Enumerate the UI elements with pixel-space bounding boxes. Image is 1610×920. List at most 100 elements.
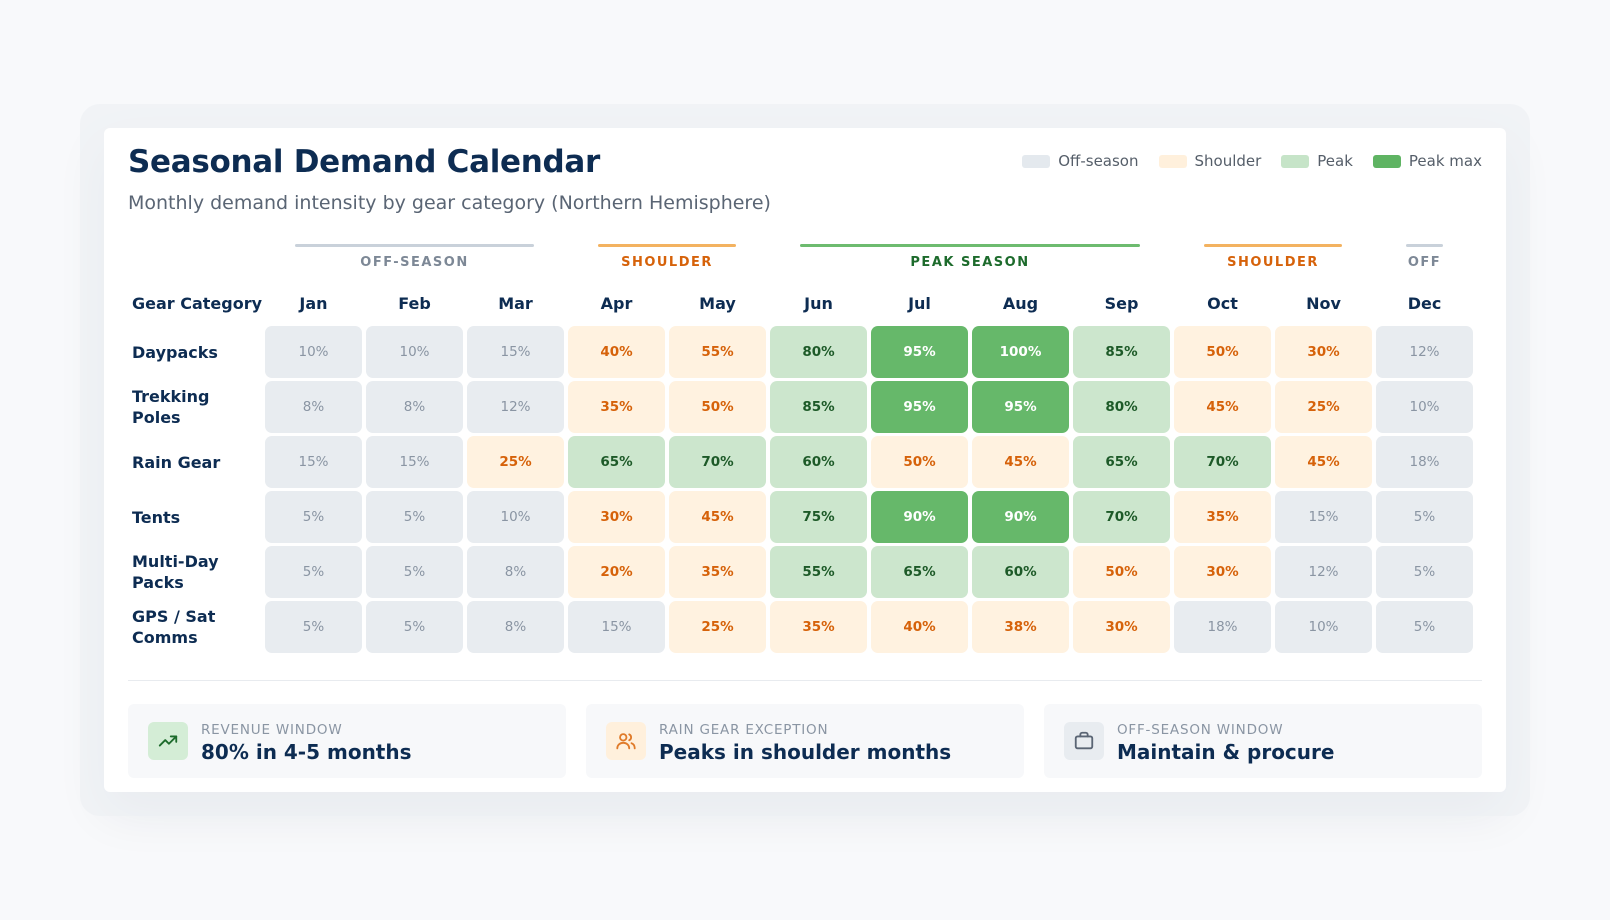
heatmap-cell: 8% xyxy=(366,381,463,433)
heatmap-cell: 95% xyxy=(972,381,1069,433)
season-band: SHOULDER xyxy=(598,244,736,274)
row-label: Daypacks xyxy=(132,342,218,362)
season-band-label: OFF-SEASON xyxy=(360,255,469,270)
heatmap-cell: 80% xyxy=(770,326,867,378)
trending-up-icon xyxy=(148,722,188,760)
heatmap-cell: 15% xyxy=(568,601,665,653)
heatmap-cell: 40% xyxy=(568,326,665,378)
row-label: Rain Gear xyxy=(132,452,221,472)
heatmap-cell: 15% xyxy=(1275,491,1372,543)
column-header-jun: Jun xyxy=(804,294,833,313)
legend-item-shoulder: Shoulder xyxy=(1158,152,1261,170)
stat-value: Maintain & procure xyxy=(1117,740,1335,764)
heatmap-cell: 35% xyxy=(770,601,867,653)
heatmap-cell: 12% xyxy=(467,381,564,433)
season-band-line xyxy=(800,244,1140,247)
stat-rain-gear-exception: RAIN GEAR EXCEPTION Peaks in shoulder mo… xyxy=(586,704,1024,778)
row-label: Multi-Day Packs xyxy=(132,552,219,592)
row-label: GPS / Sat Comms xyxy=(132,607,216,647)
heatmap-cell: 55% xyxy=(770,546,867,598)
column-header-jul: Jul xyxy=(908,294,931,313)
column-header-sep: Sep xyxy=(1104,294,1139,313)
heatmap-cell: 5% xyxy=(366,601,463,653)
heatmap-cell: 60% xyxy=(770,436,867,488)
heatmap-cell: 5% xyxy=(1376,546,1473,598)
season-band-label: PEAK SEASON xyxy=(910,255,1030,270)
heatmap-cell: 38% xyxy=(972,601,1069,653)
season-band-label: OFF xyxy=(1407,255,1442,270)
season-band: OFF xyxy=(1406,244,1443,274)
heatmap-cell: 5% xyxy=(265,546,362,598)
season-band-label: SHOULDER xyxy=(621,255,713,270)
divider xyxy=(128,680,1482,681)
season-band-label: SHOULDER xyxy=(1227,255,1319,270)
heatmap-cell: 8% xyxy=(467,601,564,653)
heatmap-cell: 18% xyxy=(1376,436,1473,488)
heatmap-cell: 65% xyxy=(1073,436,1170,488)
heatmap-cell: 50% xyxy=(669,381,766,433)
heatmap-cell: 10% xyxy=(1275,601,1372,653)
heatmap-cell: 35% xyxy=(1174,491,1271,543)
column-header-feb: Feb xyxy=(398,294,431,313)
heatmap-cell: 5% xyxy=(265,601,362,653)
demand-calendar-card: Seasonal Demand Calendar Monthly demand … xyxy=(104,128,1506,792)
heatmap-cell: 5% xyxy=(1376,601,1473,653)
heatmap-cell: 45% xyxy=(669,491,766,543)
heatmap-cell: 65% xyxy=(568,436,665,488)
season-band: OFF-SEASON xyxy=(295,244,534,274)
legend-item-peak: Peak xyxy=(1281,152,1353,170)
stat-label: RAIN GEAR EXCEPTION xyxy=(659,722,829,738)
heatmap-cell: 90% xyxy=(972,491,1069,543)
heatmap-cell: 30% xyxy=(1174,546,1271,598)
stat-value: Peaks in shoulder months xyxy=(659,740,952,764)
heatmap-cell: 40% xyxy=(871,601,968,653)
heatmap-cell: 5% xyxy=(1376,491,1473,543)
season-band-line xyxy=(598,244,736,247)
heatmap-cell: 70% xyxy=(669,436,766,488)
heatmap-cell: 95% xyxy=(871,326,968,378)
legend-item-peak-max: Peak max xyxy=(1372,152,1482,170)
legend-label: Off-season xyxy=(1058,152,1139,170)
legend-label: Peak xyxy=(1317,152,1353,170)
season-band: SHOULDER xyxy=(1204,244,1342,274)
heatmap-cell: 8% xyxy=(265,381,362,433)
heatmap-cell: 35% xyxy=(568,381,665,433)
heatmap-cell: 5% xyxy=(265,491,362,543)
heatmap-cell: 20% xyxy=(568,546,665,598)
column-header-dec: Dec xyxy=(1407,294,1442,313)
row-label: Trekking Poles xyxy=(132,387,210,427)
heatmap-cell: 10% xyxy=(467,491,564,543)
page-title: Seasonal Demand Calendar xyxy=(128,144,601,180)
heatmap-cell: 45% xyxy=(1275,436,1372,488)
stat-revenue-window: REVENUE WINDOW 80% in 4-5 months xyxy=(128,704,566,778)
heatmap-cell: 35% xyxy=(669,546,766,598)
column-header-apr: Apr xyxy=(600,294,633,313)
stat-label: REVENUE WINDOW xyxy=(201,722,343,738)
heatmap-cell: 18% xyxy=(1174,601,1271,653)
heatmap-cell: 25% xyxy=(467,436,564,488)
legend-swatch xyxy=(1281,154,1310,168)
column-header-category: Gear Category xyxy=(132,294,263,313)
heatmap-cell: 65% xyxy=(871,546,968,598)
heatmap-cell: 12% xyxy=(1275,546,1372,598)
page-subtitle: Monthly demand intensity by gear categor… xyxy=(128,192,771,214)
legend-label: Peak max xyxy=(1408,152,1482,170)
heatmap-cell: 15% xyxy=(366,436,463,488)
heatmap-cell: 70% xyxy=(1174,436,1271,488)
column-header-aug: Aug xyxy=(1002,294,1039,313)
heatmap-cell: 45% xyxy=(972,436,1069,488)
briefcase-icon xyxy=(1064,722,1104,760)
heatmap-cell: 90% xyxy=(871,491,968,543)
season-band-line xyxy=(295,244,534,247)
heatmap-cell: 30% xyxy=(568,491,665,543)
heatmap-cell: 60% xyxy=(972,546,1069,598)
column-header-jan: Jan xyxy=(299,294,328,313)
column-header-nov: Nov xyxy=(1306,294,1341,313)
heatmap-cell: 80% xyxy=(1073,381,1170,433)
heatmap-cell: 12% xyxy=(1376,326,1473,378)
heatmap-cell: 50% xyxy=(871,436,968,488)
heatmap-cell: 50% xyxy=(1174,326,1271,378)
heatmap-cell: 85% xyxy=(1073,326,1170,378)
legend-swatch xyxy=(1372,154,1401,168)
heatmap-cell: 70% xyxy=(1073,491,1170,543)
